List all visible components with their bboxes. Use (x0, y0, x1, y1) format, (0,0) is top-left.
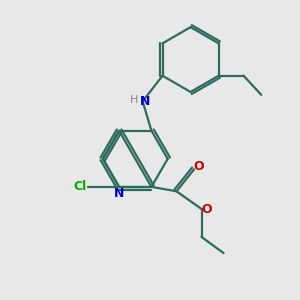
Text: O: O (202, 203, 212, 216)
Text: H: H (130, 95, 139, 105)
Text: O: O (194, 160, 205, 173)
Text: N: N (114, 187, 124, 200)
Text: N: N (140, 95, 150, 108)
Text: Cl: Cl (73, 180, 86, 194)
